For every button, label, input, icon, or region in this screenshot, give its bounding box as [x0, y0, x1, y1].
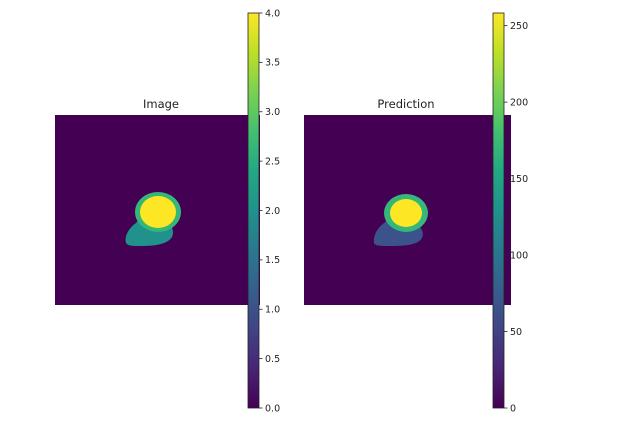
- image-colorbar-tick-label: 3.0: [265, 107, 280, 118]
- prediction-colorbar-tick-label: 50: [510, 327, 522, 338]
- image-colorbar-tick-label: 2.0: [265, 206, 280, 217]
- prediction-region-core: [390, 199, 422, 227]
- prediction-panel: Prediction: [304, 97, 511, 305]
- image-colorbar-gradient: [247, 12, 260, 409]
- image-colorbar: 0.0 0.5 1.0 1.5 2.0 2.5 3.0 3.5 4.0: [247, 8, 280, 414]
- image-panel: Image: [55, 97, 260, 305]
- image-colorbar-ticks: 0.0 0.5 1.0 1.5 2.0 2.5 3.0 3.5 4.0: [259, 8, 280, 414]
- prediction-colorbar: 0 50 100 150 200 250: [492, 12, 528, 414]
- prediction-colorbar-gradient: [492, 12, 505, 409]
- prediction-colorbar-tick-label: 100: [510, 250, 528, 261]
- prediction-title: Prediction: [377, 97, 434, 111]
- image-colorbar-tick-label: 0.0: [265, 403, 280, 414]
- prediction-colorbar-tick-label: 150: [510, 174, 528, 185]
- image-colorbar-tick-label: 1.0: [265, 305, 280, 316]
- image-colorbar-tick-label: 1.5: [265, 255, 280, 266]
- image-colorbar-tick-label: 2.5: [265, 156, 280, 167]
- image-colorbar-tick-label: 3.5: [265, 58, 280, 69]
- prediction-colorbar-ticks: 0 50 100 150 200 250: [504, 21, 528, 414]
- prediction-colorbar-tick-label: 200: [510, 97, 528, 108]
- image-colorbar-tick-label: 0.5: [265, 354, 280, 365]
- prediction-colorbar-tick-label: 0: [510, 403, 516, 414]
- image-region-core: [140, 196, 176, 228]
- image-title: Image: [143, 97, 179, 111]
- prediction-colorbar-tick-label: 250: [510, 21, 528, 32]
- image-colorbar-tick-label: 4.0: [265, 8, 280, 19]
